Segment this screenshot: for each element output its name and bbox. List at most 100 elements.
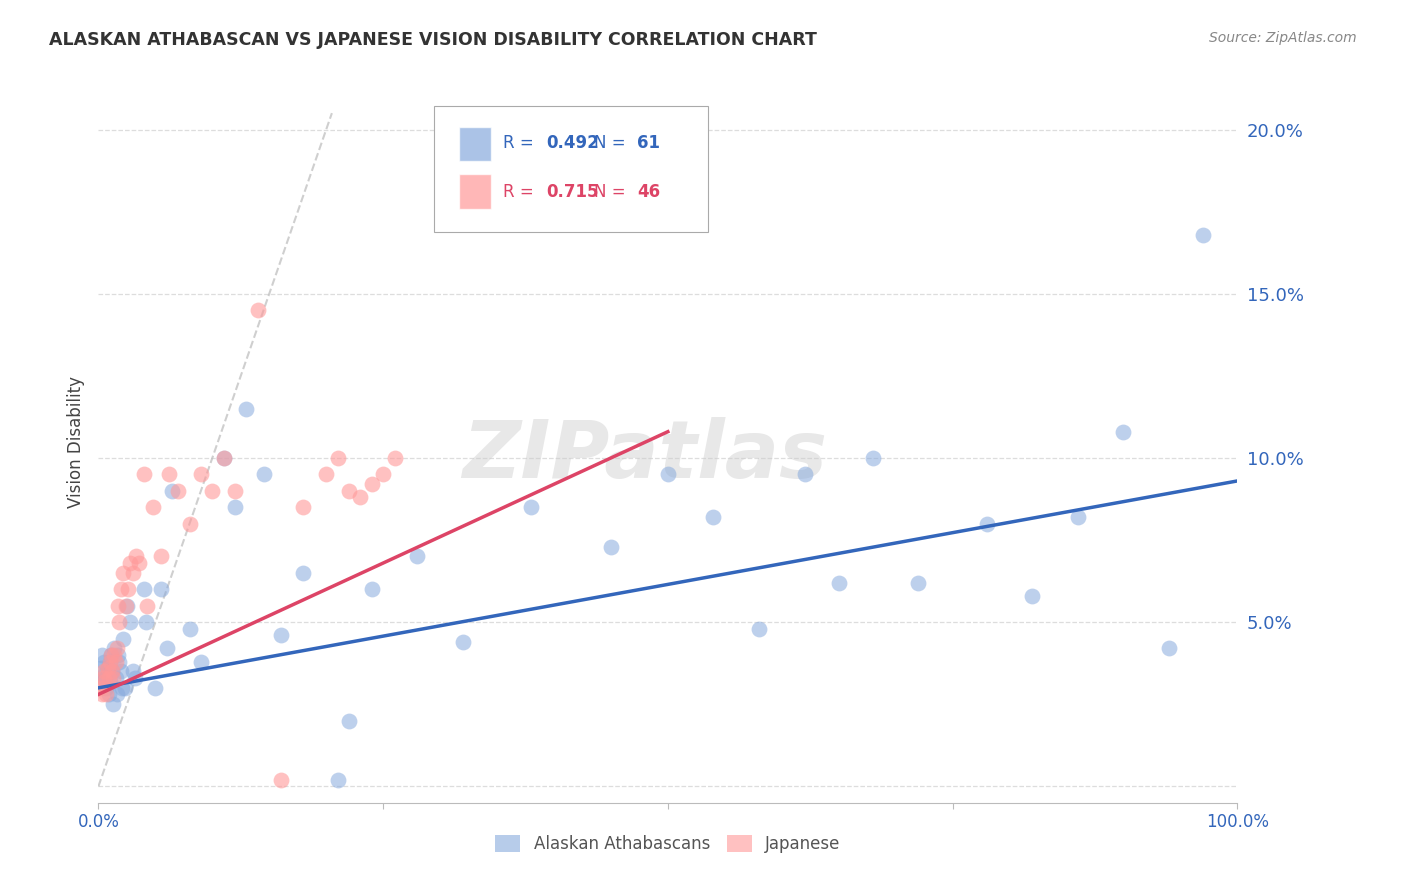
Text: 46: 46 <box>637 183 661 201</box>
Point <box>96 661 118 675</box>
Y-axis label: Vision Disability: Vision Disability <box>66 376 84 508</box>
Point <box>136 599 159 613</box>
Point <box>132 467 155 482</box>
Point <box>93 667 115 681</box>
Point <box>128 556 150 570</box>
Point <box>190 655 212 669</box>
Point <box>190 467 212 482</box>
Point <box>110 582 132 597</box>
Point <box>117 582 139 597</box>
Point <box>156 641 179 656</box>
Text: 0.492: 0.492 <box>546 134 599 153</box>
Point <box>406 549 429 564</box>
Point <box>97 687 120 701</box>
Point <box>98 674 121 689</box>
Text: Source: ZipAtlas.com: Source: ZipAtlas.com <box>1209 31 1357 45</box>
Text: ZIPatlas: ZIPatlas <box>463 417 828 495</box>
Point <box>103 648 125 662</box>
Point <box>828 575 851 590</box>
Point <box>702 510 724 524</box>
Point <box>371 467 394 482</box>
Point <box>120 615 142 630</box>
Point <box>98 655 121 669</box>
Text: N =: N = <box>593 134 626 153</box>
Bar <box>460 174 491 209</box>
Point <box>337 483 360 498</box>
Point <box>104 671 127 685</box>
Point <box>100 648 122 662</box>
Legend: Alaskan Athabascans, Japanese: Alaskan Athabascans, Japanese <box>489 828 846 860</box>
Point <box>115 599 138 613</box>
Point <box>105 687 128 701</box>
Point <box>112 566 135 580</box>
Point <box>862 450 884 465</box>
Point <box>94 674 117 689</box>
Point <box>101 665 124 679</box>
Point <box>150 582 173 597</box>
Point <box>145 681 167 695</box>
Point <box>748 622 770 636</box>
Point <box>107 648 129 662</box>
Point <box>976 516 998 531</box>
Point <box>96 687 118 701</box>
Point <box>167 483 190 498</box>
Point <box>162 483 184 498</box>
Point <box>103 698 125 712</box>
Point <box>360 582 382 597</box>
Point <box>97 671 120 685</box>
Point <box>224 500 246 515</box>
Point <box>90 681 112 695</box>
Point <box>103 671 125 685</box>
Point <box>657 467 679 482</box>
Point <box>105 641 128 656</box>
Point <box>125 549 148 564</box>
Point <box>252 467 274 482</box>
Point <box>520 500 543 515</box>
Point <box>349 491 371 505</box>
Point <box>600 540 623 554</box>
Text: N =: N = <box>593 183 626 201</box>
Point <box>179 516 201 531</box>
Point <box>1021 589 1043 603</box>
Point <box>108 655 131 669</box>
Point <box>96 681 118 695</box>
Point <box>212 450 235 465</box>
Point <box>142 500 165 515</box>
Point <box>121 566 143 580</box>
Text: ALASKAN ATHABASCAN VS JAPANESE VISION DISABILITY CORRELATION CHART: ALASKAN ATHABASCAN VS JAPANESE VISION DI… <box>49 31 817 49</box>
Point <box>1067 510 1090 524</box>
Point <box>179 622 201 636</box>
Point <box>270 772 292 787</box>
FancyBboxPatch shape <box>434 105 707 232</box>
Point <box>121 665 143 679</box>
Point <box>360 477 382 491</box>
Point <box>111 681 134 695</box>
Point <box>246 303 269 318</box>
Point <box>90 687 112 701</box>
Point <box>103 641 125 656</box>
Point <box>793 467 815 482</box>
Point <box>270 628 292 642</box>
Point <box>326 450 349 465</box>
Point <box>107 599 129 613</box>
Point <box>132 582 155 597</box>
Point <box>907 575 929 590</box>
Point <box>94 671 117 685</box>
Point <box>201 483 224 498</box>
Point <box>124 671 146 685</box>
Bar <box>460 127 491 161</box>
Point <box>337 714 360 728</box>
Point <box>212 450 235 465</box>
Point <box>101 665 124 679</box>
Point <box>96 661 118 675</box>
Point <box>292 566 315 580</box>
Point <box>315 467 337 482</box>
Point <box>1192 227 1215 242</box>
Point <box>90 648 112 662</box>
Point <box>1112 425 1135 439</box>
Point <box>98 655 121 669</box>
Point <box>150 549 173 564</box>
Point <box>114 681 136 695</box>
Point <box>110 665 132 679</box>
Point <box>90 661 112 675</box>
